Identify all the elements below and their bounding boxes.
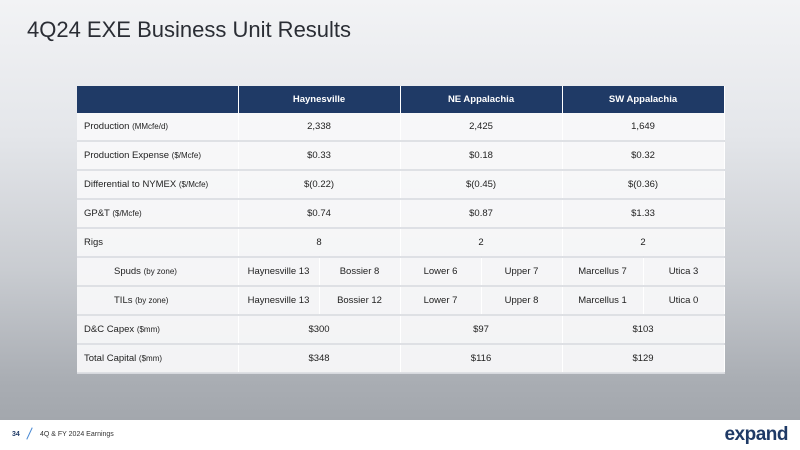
- table-row: Production Expense ($/Mcfe) $0.33 $0.18 $0.…: [77, 141, 725, 171]
- cell: $129: [562, 344, 725, 374]
- cell: Bossier 12: [319, 286, 401, 316]
- cell: Lower 6: [400, 257, 482, 287]
- cell: $97: [400, 315, 563, 345]
- cell: Upper 8: [481, 286, 563, 316]
- row-label: Total Capital ($mm): [77, 344, 239, 374]
- cell: $(0.22): [238, 170, 401, 200]
- cell: Haynesville 13: [238, 286, 320, 316]
- column-header: NE Appalachia: [400, 86, 563, 113]
- cell: $0.87: [400, 199, 563, 229]
- cell: Marcellus 7: [562, 257, 644, 287]
- label-unit: ($/Mcfe): [178, 180, 209, 189]
- cell: $116: [400, 344, 563, 374]
- label-text: D&C Capex: [84, 324, 135, 335]
- table-row: Differential to NYMEX ($/Mcfe) $(0.22) $(0…: [77, 170, 725, 200]
- cell: Bossier 8: [319, 257, 401, 287]
- row-label: D&C Capex ($mm): [77, 315, 239, 345]
- header-row: Haynesville NE Appalachia SW Appalachia: [77, 86, 725, 113]
- divider: [26, 427, 33, 440]
- table-row: D&C Capex ($mm) $300 $97 $103: [77, 315, 725, 345]
- cell: 2,338: [238, 113, 401, 142]
- page-number: 34: [12, 431, 20, 438]
- results-table: Haynesville NE Appalachia SW Appalachia Pr…: [77, 86, 725, 374]
- label-unit: (by zone): [143, 267, 177, 276]
- cell: Utica 3: [643, 257, 725, 287]
- label-text: GP&T: [84, 208, 110, 219]
- cell: $103: [562, 315, 725, 345]
- row-label: Production Expense ($/Mcfe): [77, 141, 239, 171]
- column-header: SW Appalachia: [562, 86, 725, 113]
- cell: Upper 7: [481, 257, 563, 287]
- cell: 8: [238, 228, 401, 258]
- cell: $1.33: [562, 199, 725, 229]
- cell: 2,425: [400, 113, 563, 142]
- label-text: Spuds: [114, 266, 141, 277]
- column-header: Haynesville: [238, 86, 401, 113]
- table-row: Production (MMcfe/d) 2,338 2,425 1,649: [77, 113, 725, 142]
- label-unit: ($mm): [138, 354, 163, 363]
- label-unit: ($mm): [136, 325, 160, 334]
- cell: $(0.36): [562, 170, 725, 200]
- row-label: TILs (by zone): [77, 286, 239, 316]
- label-unit: (MMcfe/d): [132, 122, 169, 131]
- row-label: Rigs: [77, 228, 239, 258]
- cell: $(0.45): [400, 170, 563, 200]
- cell: $0.32: [562, 141, 725, 171]
- label-unit: (by zone): [135, 296, 169, 305]
- logo: expand: [724, 424, 788, 445]
- label-text: Total Capital: [84, 353, 137, 364]
- cell: $0.33: [238, 141, 401, 171]
- label-text: Production: [84, 121, 130, 132]
- cell: 1,649: [562, 113, 725, 142]
- cell: Utica 0: [643, 286, 725, 316]
- table-row: Rigs 8 2 2: [77, 228, 725, 258]
- cell: $0.74: [238, 199, 401, 229]
- footer: 34 4Q & FY 2024 Earnings expand: [0, 420, 800, 450]
- table-row: Total Capital ($mm) $348 $116 $129: [77, 344, 725, 374]
- label-text: TILs: [114, 295, 133, 306]
- slide-title: 4Q24 EXE Business Unit Results: [27, 17, 352, 42]
- table-row: GP&T ($/Mcfe) $0.74 $0.87 $1.33: [77, 199, 725, 229]
- cell: 2: [562, 228, 725, 258]
- cell: Marcellus 1: [562, 286, 644, 316]
- cell: $348: [238, 344, 401, 374]
- row-label: Spuds (by zone): [77, 257, 239, 287]
- table-row: TILs (by zone) Haynesville 13 Bossier 12 Lo…: [77, 286, 725, 316]
- row-label: GP&T ($/Mcfe): [77, 199, 239, 229]
- label-text: Rigs: [84, 237, 104, 248]
- cell: Lower 7: [400, 286, 482, 316]
- row-label: Production (MMcfe/d): [77, 113, 239, 142]
- label-unit: ($/Mcfe): [112, 209, 142, 218]
- row-label: Differential to NYMEX ($/Mcfe): [77, 170, 239, 200]
- label-text: Differential to NYMEX: [84, 179, 177, 190]
- cell: Haynesville 13: [238, 257, 320, 287]
- label-unit: ($/Mcfe): [171, 151, 202, 160]
- table-row: Spuds (by zone) Haynesville 13 Bossier 8 Lo…: [77, 257, 725, 287]
- cell: 2: [400, 228, 563, 258]
- footer-text: 4Q & FY 2024 Earnings: [40, 431, 114, 438]
- cell: $0.18: [400, 141, 563, 171]
- label-text: Production Expense: [84, 150, 170, 161]
- header-cell: [77, 86, 239, 113]
- cell: $300: [238, 315, 401, 345]
